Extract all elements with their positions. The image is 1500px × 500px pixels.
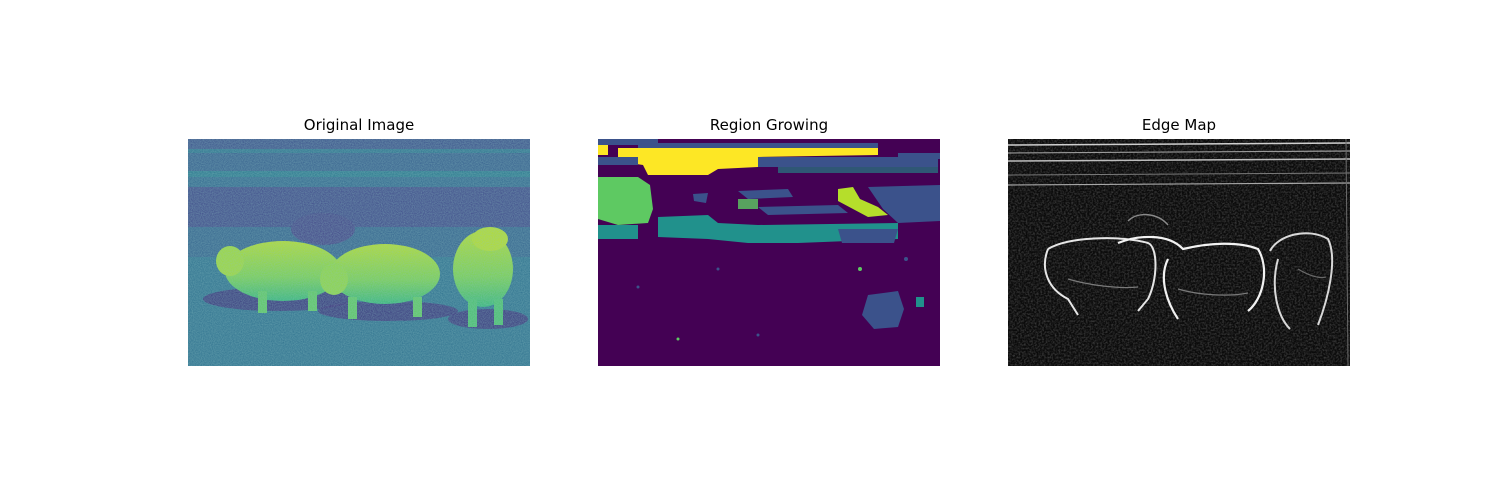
panel-title-original: Original Image (303, 116, 415, 134)
region-growing-image (598, 139, 940, 366)
panel-title-edge-map: Edge Map (1141, 116, 1217, 134)
edge-map-image (1008, 139, 1350, 366)
panel-title-region-growing: Region Growing (709, 116, 829, 134)
original-image (188, 139, 530, 366)
